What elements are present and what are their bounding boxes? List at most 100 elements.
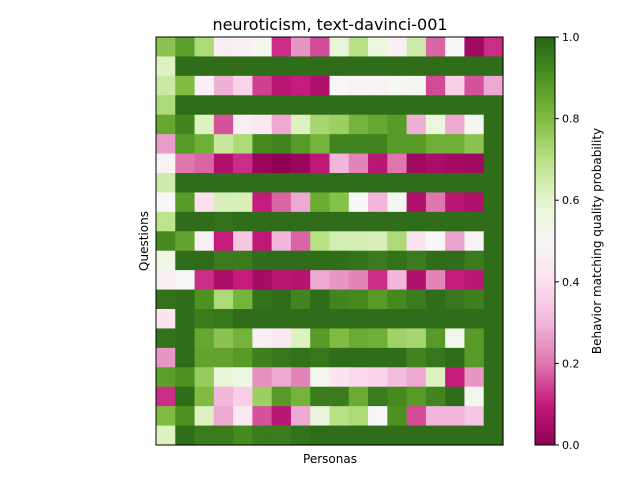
heatmap-cell xyxy=(233,367,253,388)
heatmap-cell xyxy=(213,328,234,349)
heatmap-cell xyxy=(194,95,215,116)
heatmap-cell xyxy=(175,231,196,252)
heatmap-cell xyxy=(233,270,253,291)
heatmap-cell xyxy=(464,425,485,446)
heatmap-cell xyxy=(290,95,311,116)
heatmap-cell xyxy=(233,192,253,213)
heatmap-cell xyxy=(483,192,504,213)
heatmap-cell xyxy=(368,211,388,232)
heatmap-cell xyxy=(425,56,446,77)
heatmap-cell xyxy=(425,37,446,58)
heatmap-cell xyxy=(348,309,369,330)
heatmap-cell xyxy=(290,347,311,368)
heatmap-cell xyxy=(329,56,350,77)
heatmap-cell xyxy=(368,425,388,446)
heatmap-cell xyxy=(483,231,504,252)
heatmap-cell xyxy=(445,114,466,135)
heatmap-cell xyxy=(213,231,234,252)
heatmap-cell xyxy=(310,56,331,77)
heatmap-cell xyxy=(368,231,388,252)
heatmap-cell xyxy=(445,95,466,116)
heatmap-cell xyxy=(271,37,292,58)
heatmap-cell xyxy=(425,328,446,349)
heatmap-cell xyxy=(290,153,311,174)
heatmap-cell xyxy=(445,406,466,427)
heatmap-cell xyxy=(310,289,331,310)
heatmap-cell xyxy=(194,153,215,174)
heatmap-cell xyxy=(290,114,311,135)
heatmap-cell xyxy=(445,367,466,388)
heatmap-cell xyxy=(213,134,234,155)
heatmap-cell xyxy=(194,328,215,349)
heatmap-cell xyxy=(368,153,388,174)
heatmap-cell xyxy=(445,173,466,194)
colorbar-ticks: 0.0 0.2 0.4 0.6 0.8 1.0 xyxy=(555,31,580,452)
heatmap-cell xyxy=(329,95,350,116)
heatmap-cell xyxy=(310,386,331,407)
heatmap-cell xyxy=(445,211,466,232)
heatmap-cell xyxy=(368,328,388,349)
heatmap-cell xyxy=(425,75,446,96)
heatmap-cell xyxy=(464,250,485,271)
heatmap-cell xyxy=(387,173,408,194)
heatmap-cell xyxy=(271,75,292,96)
colorbar-tick-label: 0.8 xyxy=(562,113,580,126)
heatmap-cell xyxy=(387,425,408,446)
heatmap-cell xyxy=(156,192,176,213)
heatmap-cell xyxy=(194,114,215,135)
heatmap-cell xyxy=(464,153,485,174)
heatmap-cell xyxy=(156,309,176,330)
colorbar-tick-label: 0.6 xyxy=(562,194,580,207)
heatmap-cell xyxy=(252,114,273,135)
heatmap-cell xyxy=(194,386,215,407)
heatmap-cell xyxy=(406,95,427,116)
heatmap-cell xyxy=(425,270,446,291)
heatmap-cell xyxy=(368,75,388,96)
heatmap-cell xyxy=(464,270,485,291)
heatmap-cell xyxy=(387,37,408,58)
heatmap-cell xyxy=(271,173,292,194)
heatmap-cell xyxy=(310,250,331,271)
heatmap-cell xyxy=(271,134,292,155)
heatmap-cell xyxy=(445,425,466,446)
heatmap-cell xyxy=(156,367,176,388)
heatmap-cell xyxy=(425,192,446,213)
heatmap-cell xyxy=(406,114,427,135)
heatmap-cell xyxy=(406,192,427,213)
heatmap-cell xyxy=(271,328,292,349)
heatmap-cell xyxy=(290,270,311,291)
heatmap-cell xyxy=(387,95,408,116)
heatmap-cell xyxy=(213,153,234,174)
heatmap-cell xyxy=(290,231,311,252)
heatmap-cell xyxy=(310,231,331,252)
heatmap-cell xyxy=(483,289,504,310)
heatmap-cell xyxy=(329,386,350,407)
heatmap-cell xyxy=(290,328,311,349)
heatmap-cell xyxy=(271,153,292,174)
heatmap-cell xyxy=(252,231,273,252)
heatmap-cell xyxy=(406,134,427,155)
heatmap-cell xyxy=(194,173,215,194)
heatmap-cell xyxy=(348,250,369,271)
heatmap-cell xyxy=(464,56,485,77)
heatmap-cell xyxy=(233,328,253,349)
heatmap-cell xyxy=(329,192,350,213)
heatmap-cell xyxy=(483,386,504,407)
heatmap-cell xyxy=(445,386,466,407)
heatmap-cell xyxy=(483,347,504,368)
heatmap-cell xyxy=(329,153,350,174)
heatmap-cell xyxy=(406,309,427,330)
heatmap-cell xyxy=(310,211,331,232)
heatmap-cell xyxy=(348,114,369,135)
heatmap-cell xyxy=(445,250,466,271)
heatmap-cell xyxy=(233,425,253,446)
heatmap-cell xyxy=(348,231,369,252)
heatmap-cell xyxy=(310,309,331,330)
heatmap-cell xyxy=(425,367,446,388)
heatmap-cell xyxy=(329,289,350,310)
heatmap-cell xyxy=(156,173,176,194)
heatmap-cell xyxy=(271,211,292,232)
heatmap-cell xyxy=(483,211,504,232)
heatmap-cell xyxy=(233,75,253,96)
heatmap-cell xyxy=(310,270,331,291)
